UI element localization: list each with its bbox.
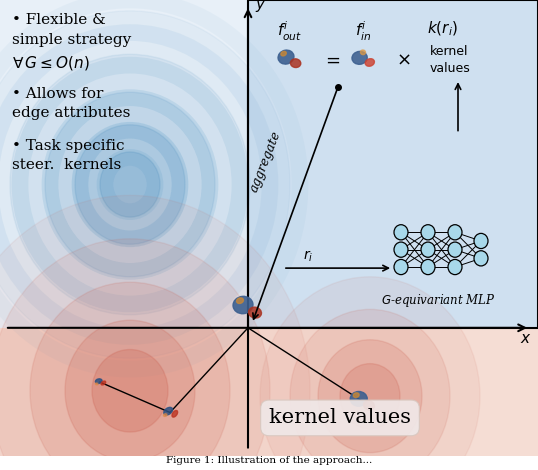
Circle shape [448, 242, 462, 257]
Ellipse shape [101, 381, 105, 385]
Text: • Allows for: • Allows for [12, 87, 103, 101]
Bar [248, 0, 538, 328]
Text: simple strategy: simple strategy [12, 32, 131, 47]
Text: $G$-equivariant MLP: $G$-equivariant MLP [380, 292, 495, 309]
Ellipse shape [291, 59, 301, 68]
Text: kernel values: kernel values [269, 408, 411, 427]
Text: kernel: kernel [430, 45, 469, 57]
Ellipse shape [364, 400, 374, 410]
Text: $\times$: $\times$ [395, 51, 410, 69]
Circle shape [0, 196, 310, 470]
Circle shape [65, 320, 195, 462]
Bar [0, 328, 538, 456]
Text: • Task specific: • Task specific [12, 139, 124, 153]
Circle shape [421, 259, 435, 274]
Ellipse shape [237, 298, 243, 304]
Ellipse shape [278, 50, 294, 64]
Circle shape [0, 11, 290, 358]
Circle shape [394, 259, 408, 274]
Bar [248, 0, 538, 328]
Circle shape [30, 282, 230, 470]
Text: Figure 1: Illustration of the approach...: Figure 1: Illustration of the approach..… [166, 456, 372, 465]
Circle shape [92, 350, 168, 432]
Circle shape [340, 364, 400, 429]
Circle shape [448, 225, 462, 240]
Text: values: values [430, 62, 471, 75]
Circle shape [421, 242, 435, 257]
Text: $f_{out}^{i}$: $f_{out}^{i}$ [278, 20, 302, 43]
Circle shape [474, 251, 488, 266]
Ellipse shape [249, 307, 261, 318]
Text: $x$: $x$ [520, 331, 532, 346]
Ellipse shape [350, 392, 367, 406]
Circle shape [421, 225, 435, 240]
Circle shape [75, 125, 185, 244]
Ellipse shape [365, 59, 374, 66]
Text: $f_{in}^{i}$: $f_{in}^{i}$ [355, 20, 371, 43]
Text: $=$: $=$ [322, 51, 341, 69]
Ellipse shape [233, 296, 253, 313]
Text: • Flexible &: • Flexible & [12, 13, 106, 27]
Circle shape [100, 152, 160, 217]
Circle shape [318, 340, 422, 453]
Circle shape [474, 234, 488, 249]
Ellipse shape [95, 379, 102, 384]
Ellipse shape [353, 393, 359, 398]
Ellipse shape [360, 50, 365, 55]
Ellipse shape [352, 51, 367, 64]
Text: $r_i$: $r_i$ [303, 249, 313, 264]
Circle shape [10, 54, 250, 315]
Text: aggregate: aggregate [247, 129, 283, 194]
Ellipse shape [172, 410, 178, 417]
Text: steer.  kernels: steer. kernels [12, 158, 121, 172]
Circle shape [394, 225, 408, 240]
Circle shape [45, 92, 215, 277]
Ellipse shape [164, 414, 167, 416]
Text: $k(r_i)$: $k(r_i)$ [428, 20, 458, 38]
Circle shape [290, 309, 450, 470]
Text: edge attributes: edge attributes [12, 106, 130, 120]
Bar [0, 0, 248, 328]
Ellipse shape [164, 407, 173, 415]
Circle shape [394, 242, 408, 257]
Circle shape [260, 277, 480, 470]
Text: $y$: $y$ [255, 0, 266, 14]
Circle shape [0, 239, 270, 470]
Ellipse shape [95, 383, 98, 385]
Bar [0, 0, 248, 328]
Ellipse shape [281, 51, 286, 56]
Text: $\forall\, G \leq O(n)$: $\forall\, G \leq O(n)$ [12, 54, 90, 72]
Circle shape [448, 259, 462, 274]
